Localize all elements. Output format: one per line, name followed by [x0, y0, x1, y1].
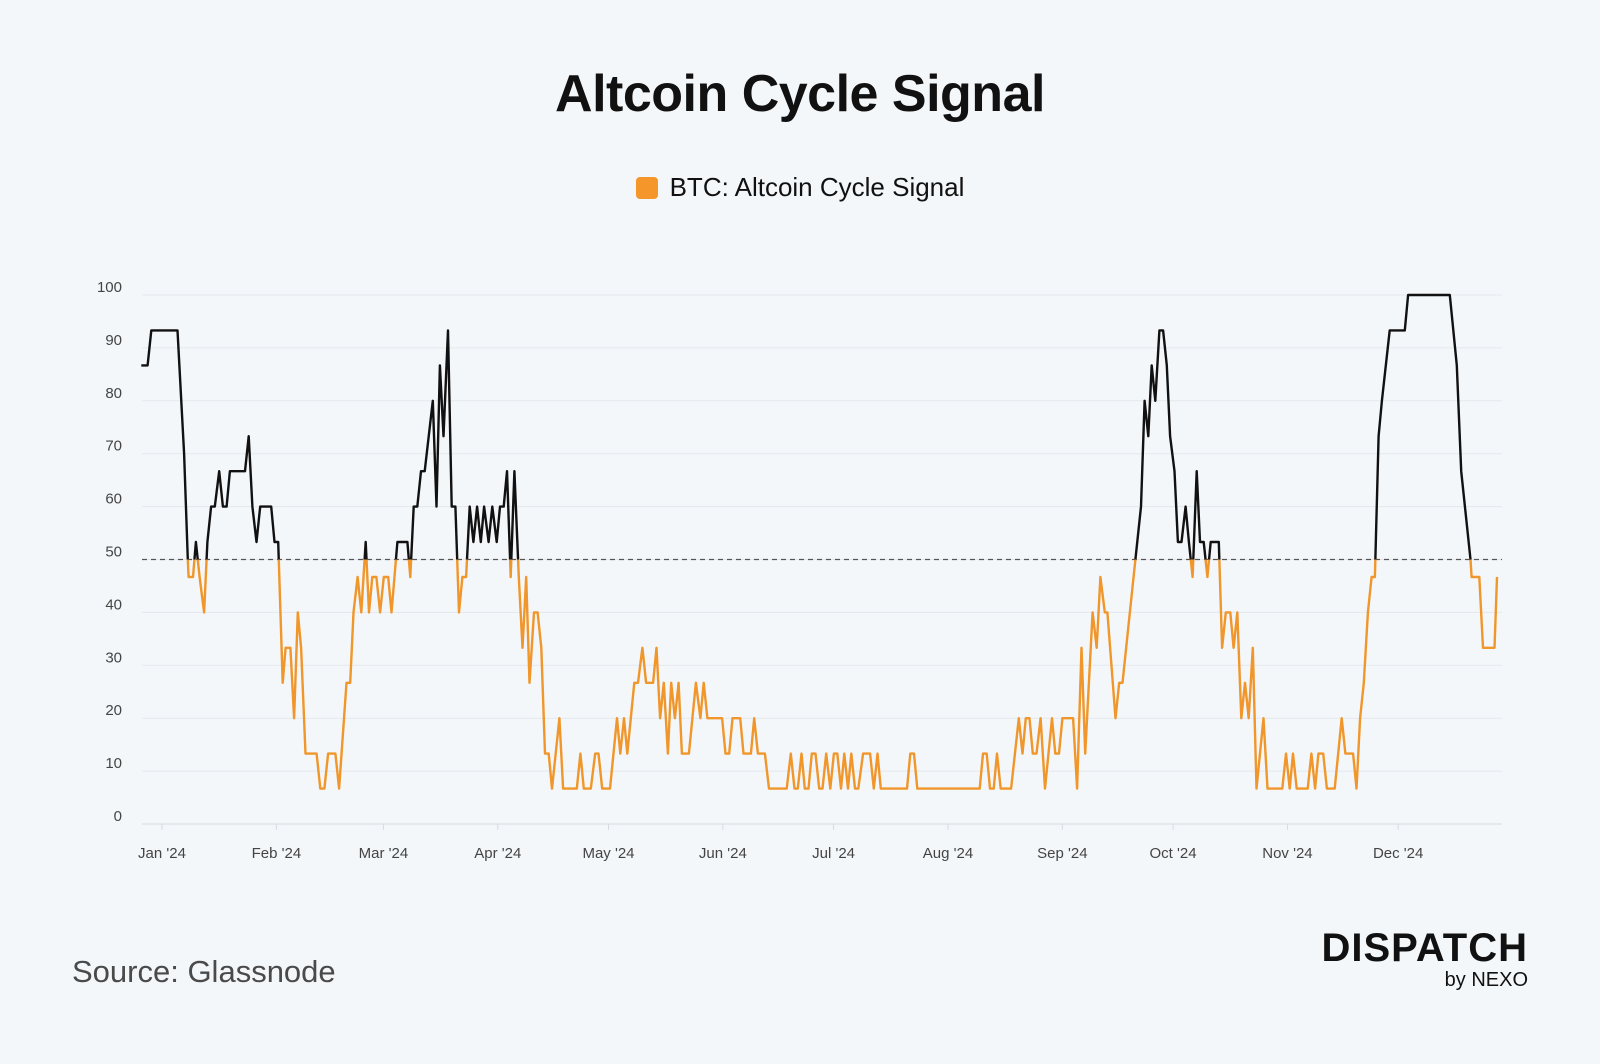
x-tick-label: Sep '24 — [1037, 845, 1087, 862]
x-tick-label: Mar '24 — [359, 845, 409, 862]
x-tick-label: Aug '24 — [923, 845, 973, 862]
series-line-below-threshold — [186, 559, 1499, 790]
x-tick-label: Apr '24 — [474, 845, 521, 862]
legend-label: BTC: Altcoin Cycle Signal — [669, 172, 965, 202]
chart-title: Altcoin Cycle Signal — [555, 65, 1045, 123]
x-tick-label: Oct '24 — [1150, 845, 1197, 862]
y-tick-label: 40 — [105, 596, 122, 613]
logo-sub: by NEXO — [1444, 969, 1528, 991]
legend: BTC: Altcoin Cycle Signal — [0, 172, 1600, 203]
x-tick-label: Nov '24 — [1262, 845, 1312, 862]
x-tick-label: Jul '24 — [812, 845, 855, 862]
y-tick-label: 50 — [105, 544, 122, 561]
logo-main: DISPATCH — [1321, 926, 1528, 970]
y-tick-label: 90 — [105, 332, 122, 349]
x-tick-label: Feb '24 — [252, 845, 302, 862]
series-line-above-threshold — [141, 293, 1472, 560]
x-tick-label: Jan '24 — [138, 845, 186, 862]
y-tick-label: 60 — [105, 491, 122, 508]
source-note: Source: Glassnode — [72, 954, 336, 989]
y-axis: 0 10 20 30 40 50 60 70 80 90 100 — [97, 279, 122, 825]
legend-swatch-icon — [635, 176, 658, 199]
y-tick-label: 0 — [114, 808, 122, 825]
x-tick-label: May '24 — [582, 845, 634, 862]
y-tick-label: 100 — [97, 279, 122, 296]
dispatch-logo: DISPATCH by NEXO — [1321, 928, 1528, 992]
y-tick-label: 70 — [105, 438, 122, 455]
x-tick-label: Jun '24 — [699, 845, 747, 862]
series-lines — [141, 293, 1502, 790]
y-tick-label: 10 — [105, 755, 122, 772]
y-tick-label: 20 — [105, 702, 122, 719]
x-tick-label: Dec '24 — [1373, 845, 1423, 862]
y-tick-label: 80 — [105, 385, 122, 402]
y-tick-label: 30 — [105, 649, 122, 666]
x-axis: Jan '24 Feb '24 Mar '24 Apr '24 May '24 Jun '… — [138, 824, 1423, 862]
